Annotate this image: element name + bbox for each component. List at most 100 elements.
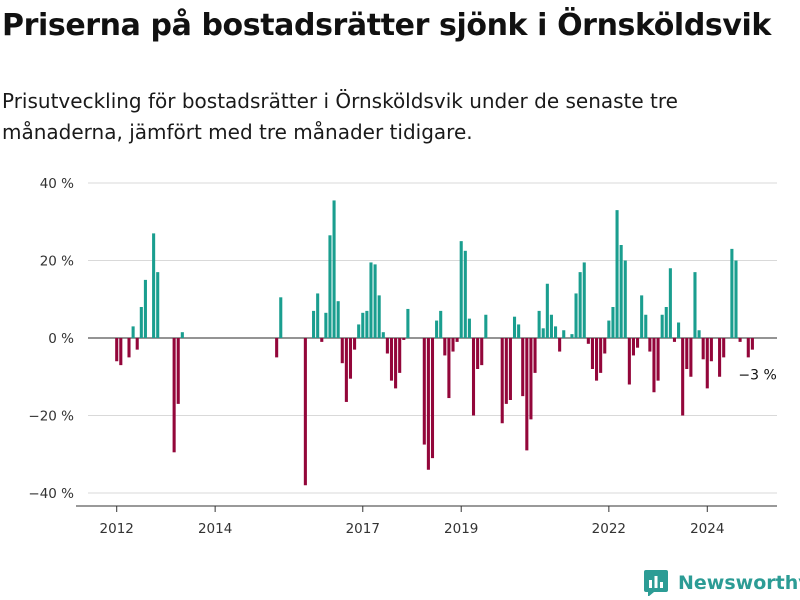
bar xyxy=(558,338,562,352)
bar xyxy=(426,338,430,470)
bar xyxy=(582,262,586,338)
bar xyxy=(476,338,480,369)
axes xyxy=(76,505,777,512)
x-tick-label: 2017 xyxy=(346,521,380,537)
bar xyxy=(443,338,447,356)
x-tick-label: 2024 xyxy=(690,521,724,537)
bar xyxy=(705,338,709,389)
bar xyxy=(435,320,439,338)
bar xyxy=(750,338,754,350)
bar xyxy=(381,332,385,338)
bar xyxy=(570,334,574,339)
bar xyxy=(508,338,512,400)
bar xyxy=(455,338,459,342)
bar xyxy=(119,338,123,366)
bar xyxy=(139,307,143,338)
bar xyxy=(504,338,508,404)
bar xyxy=(484,314,488,338)
bar xyxy=(578,272,582,339)
bar xyxy=(574,293,578,338)
bar xyxy=(156,272,160,339)
bar xyxy=(709,338,713,362)
bar xyxy=(447,338,451,399)
bar xyxy=(336,301,340,338)
bar xyxy=(631,338,635,356)
bar xyxy=(348,338,353,379)
bar xyxy=(607,320,611,338)
latest-value-label: −3 % xyxy=(738,368,776,384)
bar xyxy=(406,308,410,338)
bar xyxy=(660,314,664,338)
bars xyxy=(115,200,754,486)
bar xyxy=(353,338,357,350)
bar xyxy=(180,332,184,338)
bar xyxy=(627,338,631,385)
bar xyxy=(590,338,594,369)
page-title: Priserna på bostadsrätter sjönk i Örnskö… xyxy=(2,8,771,43)
bar xyxy=(615,210,619,339)
bar xyxy=(439,310,443,339)
x-tick-label: 2014 xyxy=(198,521,232,537)
bar xyxy=(152,233,156,339)
bar xyxy=(115,338,119,362)
bar xyxy=(369,262,373,338)
bar xyxy=(595,338,599,381)
bar xyxy=(422,338,426,445)
page-subtitle: Prisutveckling för bostadsrätter i Örnsk… xyxy=(2,89,678,144)
bar xyxy=(718,338,722,377)
bar xyxy=(471,338,476,416)
brand-name: Newsworthy xyxy=(678,572,800,594)
bar xyxy=(701,338,705,360)
y-tick-label: 20 % xyxy=(40,254,74,270)
bar xyxy=(324,312,328,338)
bar xyxy=(451,338,455,352)
bar xyxy=(500,338,504,424)
bar xyxy=(340,338,344,364)
bar xyxy=(394,338,398,389)
bar xyxy=(521,338,525,397)
bar xyxy=(656,338,660,381)
brand-logo: Newsworthy xyxy=(644,568,800,598)
bar xyxy=(529,338,533,420)
bar xyxy=(328,235,332,338)
bar xyxy=(611,307,615,338)
bar xyxy=(545,283,549,338)
bar xyxy=(512,316,517,338)
bar xyxy=(275,338,279,358)
bar xyxy=(619,245,623,338)
bar xyxy=(693,272,697,339)
bar xyxy=(738,338,742,342)
bar xyxy=(389,338,394,381)
bar xyxy=(430,338,435,459)
bar xyxy=(623,260,627,338)
bar xyxy=(377,295,381,339)
bar xyxy=(672,338,677,342)
bar xyxy=(664,307,668,338)
bar xyxy=(127,338,131,358)
bar xyxy=(599,338,603,373)
x-tick-label: 2012 xyxy=(100,521,134,537)
bar xyxy=(402,338,406,340)
bar xyxy=(480,338,484,366)
bar xyxy=(554,326,558,339)
newsworthy-logo-icon xyxy=(644,570,668,596)
bar xyxy=(697,330,701,338)
y-tick-label: 40 % xyxy=(40,176,74,192)
bar xyxy=(361,312,365,338)
x-tick-label: 2019 xyxy=(444,521,478,537)
bar xyxy=(648,338,652,352)
x-tick-label: 2022 xyxy=(592,521,626,537)
bar xyxy=(385,338,389,354)
bar xyxy=(172,338,176,453)
bar xyxy=(722,338,726,358)
bar xyxy=(677,322,681,338)
bar xyxy=(365,310,369,339)
bar xyxy=(549,314,553,338)
bar xyxy=(685,338,689,369)
bar xyxy=(636,338,640,348)
bar xyxy=(344,338,348,402)
bar xyxy=(644,314,648,338)
bar xyxy=(135,338,139,350)
bar xyxy=(131,326,135,339)
